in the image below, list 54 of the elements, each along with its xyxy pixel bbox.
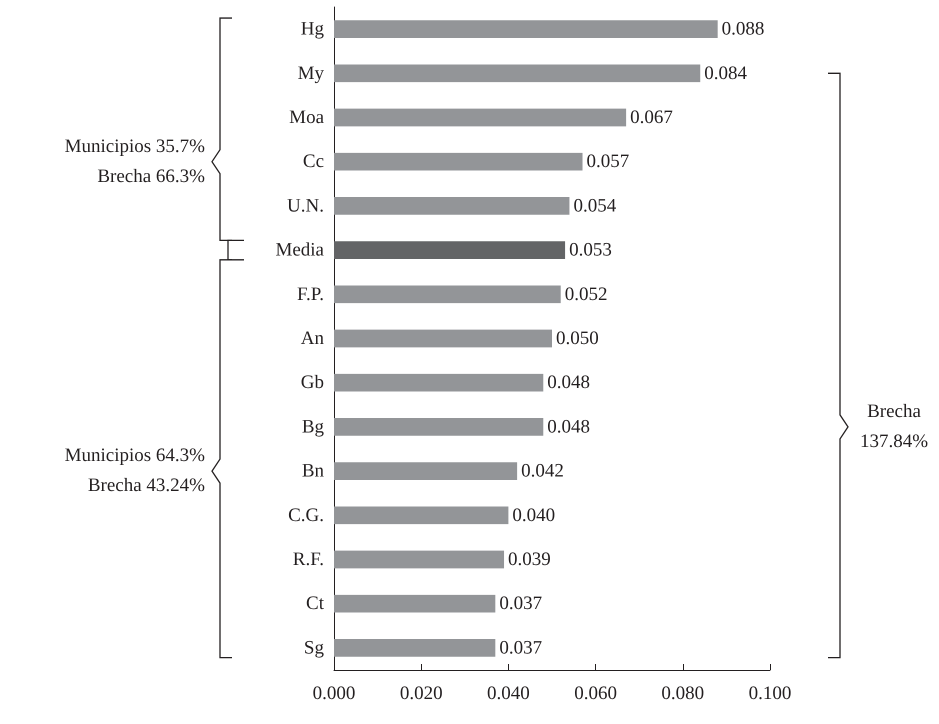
y-tick-label: Moa (289, 107, 325, 128)
bar (334, 285, 561, 304)
data-label: 0.048 (547, 416, 590, 438)
bar (334, 418, 544, 436)
y-tick-label: Ct (306, 593, 325, 614)
y-tick-label: Bg (302, 416, 324, 438)
x-tick-label: 0.020 (400, 683, 443, 704)
text: Municipios 35.7% Brecha 66.3% (64, 134, 205, 189)
y-tick-label: R.F. (292, 549, 324, 570)
y-tick-label: C.G. (288, 504, 324, 526)
x-tick-label: 0.080 (661, 683, 704, 704)
y-tick-label: Cc (302, 151, 324, 172)
data-label: 0.057 (586, 151, 630, 172)
bar (334, 152, 583, 171)
data-label: 0.048 (547, 372, 590, 394)
data-label: 0.054 (573, 195, 617, 216)
data-label: 0.084 (704, 62, 748, 84)
y-tick-label: My (298, 62, 324, 84)
data-label: 0.037 (499, 637, 542, 658)
y-tick-label: Hg (300, 18, 324, 40)
data-label: 0.050 (556, 328, 599, 349)
bar (334, 639, 496, 657)
bar (334, 594, 496, 613)
bar (334, 64, 700, 82)
bar (334, 550, 504, 568)
bar (334, 506, 508, 524)
text: Brecha 137.84% (860, 400, 928, 454)
bar (334, 20, 718, 38)
x-tick-label: 0.040 (487, 683, 530, 704)
data-label: 0.042 (521, 460, 564, 482)
y-tick-label: Gb (300, 372, 324, 394)
data-label: 0.052 (564, 284, 608, 305)
data-label: 0.040 (512, 504, 556, 526)
bar (334, 108, 626, 126)
bar (334, 374, 544, 392)
x-tick-label: 0.100 (748, 683, 792, 704)
data-label: 0.039 (508, 549, 551, 570)
data-label: 0.067 (630, 107, 673, 128)
bar (334, 330, 552, 348)
y-tick-label: Bn (302, 460, 324, 482)
y-tick-label: Media (275, 240, 325, 261)
data-label: 0.037 (499, 593, 542, 614)
data-label: 0.053 (569, 240, 612, 261)
bar (334, 462, 518, 480)
y-tick-label: F.P. (296, 284, 324, 305)
y-tick-label: An (300, 328, 324, 349)
y-tick-label: U.N. (287, 195, 324, 216)
data-label: 0.088 (722, 18, 764, 40)
y-tick-label: Sg (304, 637, 324, 658)
text: Municipios 64.3% Brecha 43.24% (64, 444, 205, 498)
x-tick-label: 0.000 (312, 683, 356, 704)
bar (334, 197, 570, 215)
bar (334, 241, 566, 259)
x-tick-label: 0.060 (574, 683, 617, 704)
